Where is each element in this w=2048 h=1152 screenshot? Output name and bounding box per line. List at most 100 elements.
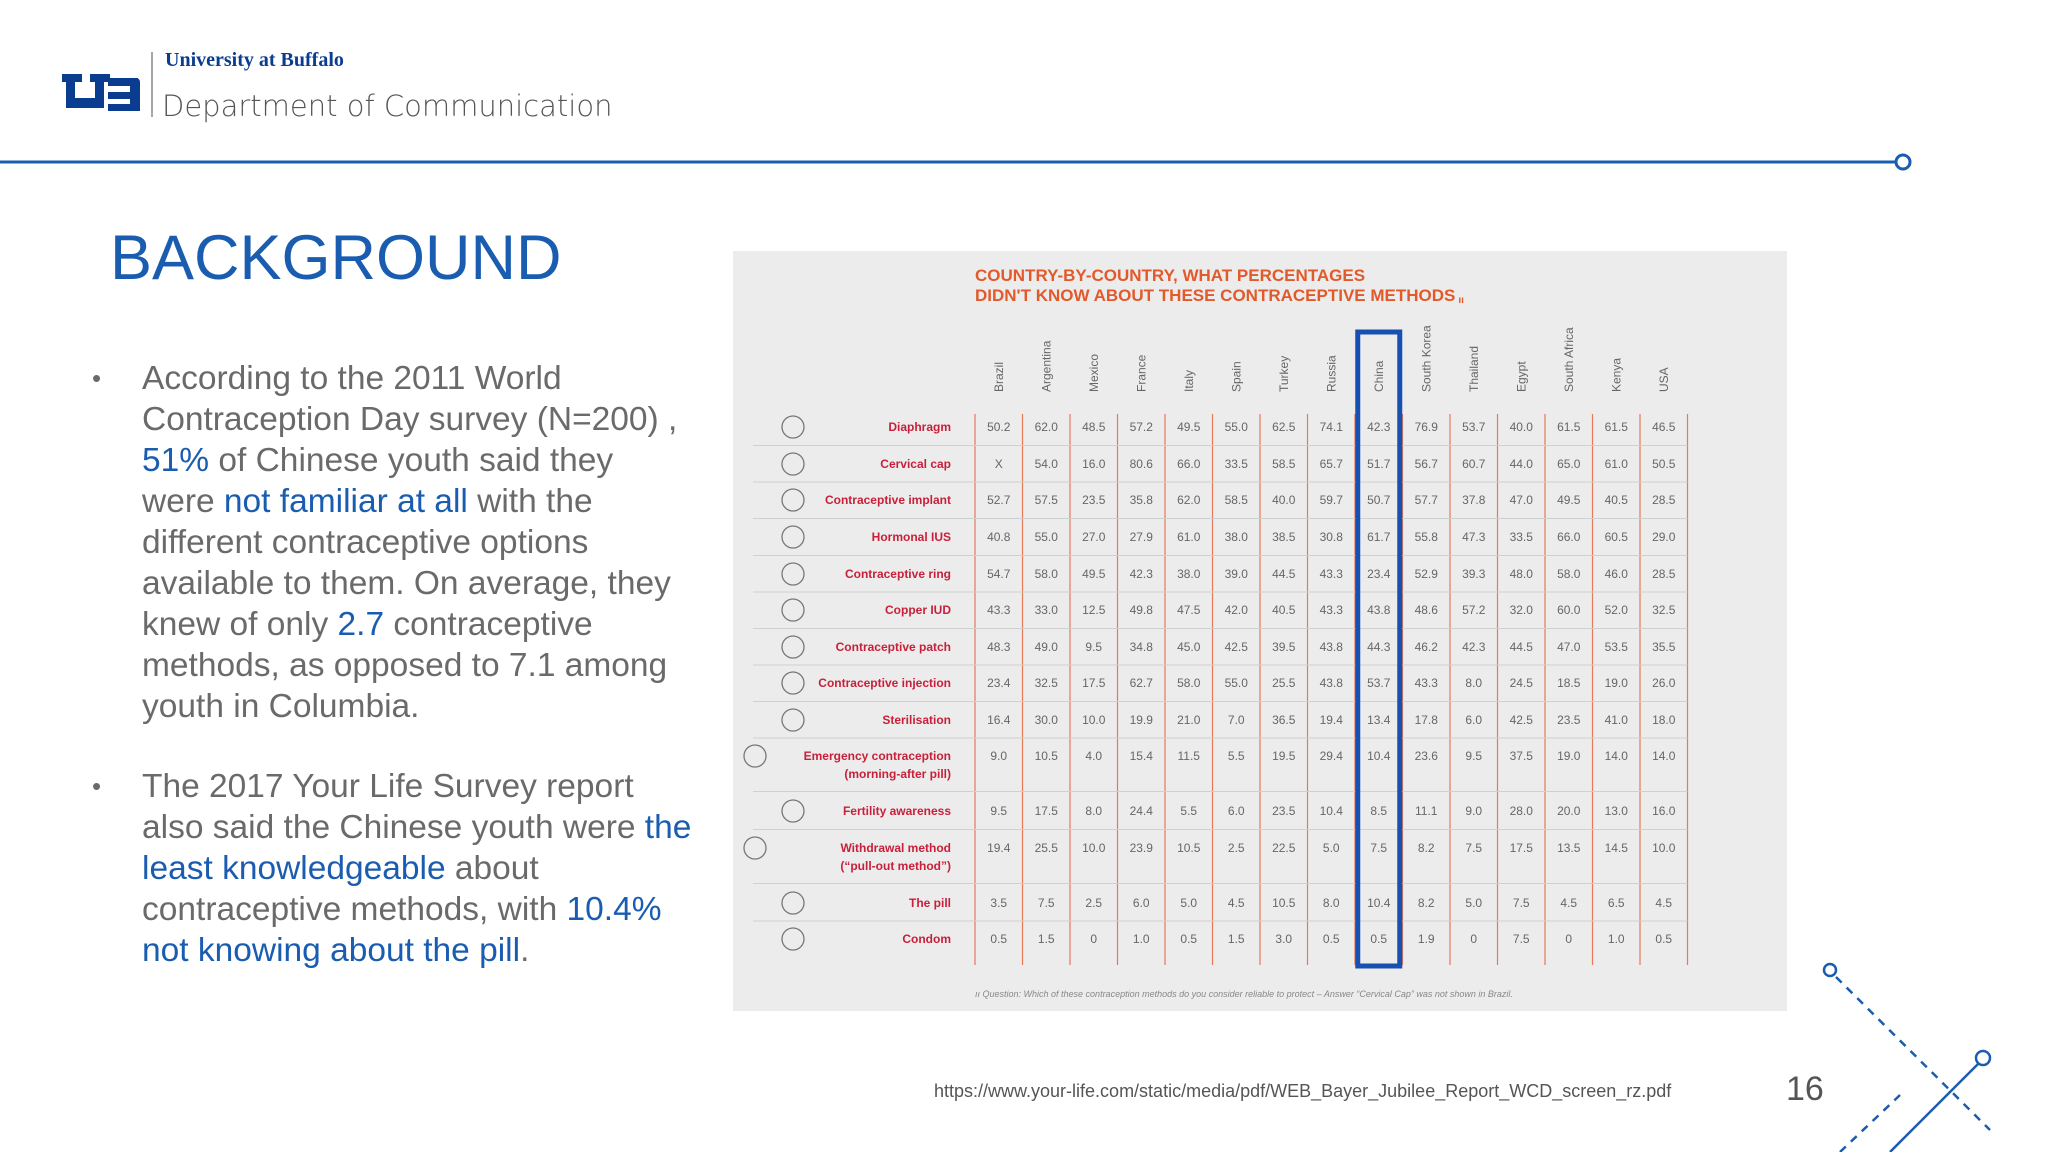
method-label: Diaphragm bbox=[888, 420, 951, 434]
table-cell: 54.7 bbox=[987, 567, 1011, 581]
department-name: Department of Communication bbox=[162, 89, 613, 123]
column-header: Russia bbox=[1324, 355, 1338, 392]
method-label: Contraceptive patch bbox=[836, 640, 951, 654]
table-cell: 57.2 bbox=[1130, 420, 1154, 434]
column-header: South Korea bbox=[1419, 325, 1433, 392]
table-cell: 58.0 bbox=[1557, 567, 1581, 581]
table-cell: 39.3 bbox=[1462, 567, 1486, 581]
column-header: Egypt bbox=[1514, 361, 1528, 392]
table-cell: 3.0 bbox=[1275, 932, 1292, 946]
table-cell: 20.0 bbox=[1557, 804, 1581, 818]
table-cell: 7.5 bbox=[1038, 896, 1055, 910]
table-cell: 1.0 bbox=[1133, 932, 1150, 946]
method-label: Contraceptive ring bbox=[845, 567, 951, 581]
table-cell: 76.9 bbox=[1415, 420, 1439, 434]
table-cell: 61.0 bbox=[1605, 457, 1629, 471]
table-cell: 0 bbox=[1090, 932, 1097, 946]
table-cell: 42.5 bbox=[1225, 640, 1249, 654]
method-label: (“pull-out method”) bbox=[840, 859, 951, 873]
table-cell: 10.4 bbox=[1367, 749, 1391, 763]
table-cell: 32.5 bbox=[1652, 603, 1676, 617]
table-cell: 44.5 bbox=[1510, 640, 1534, 654]
highlighted-text: 10.4% not knowing about the pill bbox=[142, 891, 662, 969]
table-cell: 9.0 bbox=[990, 749, 1007, 763]
table-cell: 28.5 bbox=[1652, 567, 1676, 581]
method-icon bbox=[781, 525, 805, 549]
table-cell: 10.4 bbox=[1367, 896, 1391, 910]
method-icon bbox=[781, 488, 805, 512]
table-cell: 27.9 bbox=[1130, 530, 1154, 544]
bullet-list: According to the 2011 World Contraceptio… bbox=[92, 358, 692, 1010]
table-cell: 53.5 bbox=[1605, 640, 1629, 654]
table-cell: 40.8 bbox=[987, 530, 1011, 544]
table-cell: 48.3 bbox=[987, 640, 1011, 654]
table-cell: 19.9 bbox=[1130, 713, 1154, 727]
table-cell: 19.5 bbox=[1272, 749, 1296, 763]
table-cell: 57.5 bbox=[1035, 493, 1059, 507]
table-cell: 32.0 bbox=[1510, 603, 1534, 617]
table-cell: 62.0 bbox=[1035, 420, 1059, 434]
table-cell: 23.4 bbox=[987, 676, 1011, 690]
table-cell: 41.0 bbox=[1605, 713, 1629, 727]
method-icon bbox=[781, 891, 805, 915]
table-cell: 17.8 bbox=[1415, 713, 1439, 727]
table-cell: 62.0 bbox=[1177, 493, 1201, 507]
table-cell: 9.0 bbox=[1465, 804, 1482, 818]
method-label: The pill bbox=[909, 896, 951, 910]
bullet-text: . bbox=[520, 932, 530, 969]
table-cell: 25.5 bbox=[1272, 676, 1296, 690]
table-cell: 53.7 bbox=[1367, 676, 1391, 690]
table-cell: 10.0 bbox=[1082, 841, 1106, 855]
table-cell: 52.0 bbox=[1605, 603, 1629, 617]
table-cell: 61.7 bbox=[1367, 530, 1391, 544]
table-cell: 42.3 bbox=[1462, 640, 1486, 654]
table-cell: 13.0 bbox=[1605, 804, 1629, 818]
table-cell: 51.7 bbox=[1367, 457, 1391, 471]
column-header: Thailand bbox=[1467, 346, 1481, 392]
table-cell: 23.5 bbox=[1272, 804, 1296, 818]
table-cell: 46.2 bbox=[1415, 640, 1439, 654]
table-cell: 23.5 bbox=[1557, 713, 1581, 727]
table-cell: 52.9 bbox=[1415, 567, 1439, 581]
table-cell: 55.0 bbox=[1225, 676, 1249, 690]
table-cell: 14.5 bbox=[1605, 841, 1629, 855]
method-label: Cervical cap bbox=[880, 457, 951, 471]
page-number: 16 bbox=[1786, 1070, 1824, 1108]
table-cell: 56.7 bbox=[1415, 457, 1439, 471]
method-label: Hormonal IUS bbox=[872, 530, 951, 544]
table-cell: 57.7 bbox=[1415, 493, 1439, 507]
table-cell: 50.2 bbox=[987, 420, 1011, 434]
table-cell: 33.5 bbox=[1225, 457, 1249, 471]
table-cell: 42.3 bbox=[1130, 567, 1154, 581]
method-label: Condom bbox=[902, 932, 951, 946]
table-cell: 48.0 bbox=[1510, 567, 1534, 581]
table-cell: 36.5 bbox=[1272, 713, 1296, 727]
table-cell: 40.5 bbox=[1605, 493, 1629, 507]
method-icon bbox=[743, 744, 767, 768]
table-cell: 65.0 bbox=[1557, 457, 1581, 471]
method-icon bbox=[781, 415, 805, 439]
table-cell: 30.8 bbox=[1320, 530, 1344, 544]
table-cell: 8.0 bbox=[1323, 896, 1340, 910]
survey-table: COUNTRY-BY-COUNTRY, WHAT PERCENTAGESDIDN… bbox=[733, 251, 1787, 1011]
table-cell: 47.0 bbox=[1510, 493, 1534, 507]
table-cell: 0.5 bbox=[990, 932, 1007, 946]
method-icon bbox=[781, 708, 805, 732]
table-cell: 43.3 bbox=[1320, 603, 1344, 617]
table-cell: 1.5 bbox=[1038, 932, 1055, 946]
table-cell: 48.5 bbox=[1082, 420, 1106, 434]
table-cell: 26.0 bbox=[1652, 676, 1676, 690]
method-icon bbox=[743, 836, 767, 860]
method-label: Copper IUD bbox=[885, 603, 951, 617]
table-cell: 42.3 bbox=[1367, 420, 1391, 434]
table-cell: 16.4 bbox=[987, 713, 1011, 727]
table-cell: 40.5 bbox=[1272, 603, 1296, 617]
table-cell: 23.6 bbox=[1415, 749, 1439, 763]
highlighted-text: not familiar at all bbox=[223, 483, 468, 520]
column-header: South Africa bbox=[1562, 327, 1576, 392]
method-icon bbox=[781, 598, 805, 622]
column-header: USA bbox=[1657, 367, 1671, 392]
table-cell: 40.0 bbox=[1510, 420, 1534, 434]
bullet-text: with the different contraceptive options… bbox=[142, 483, 671, 643]
table-cell: 48.6 bbox=[1415, 603, 1439, 617]
